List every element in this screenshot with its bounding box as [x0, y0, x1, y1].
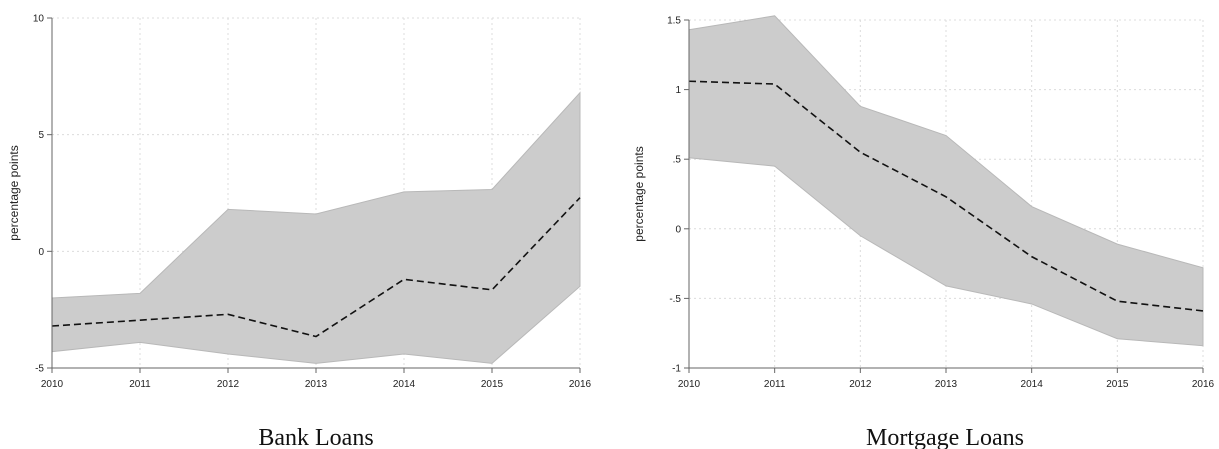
- x-tick-label: 2015: [1106, 379, 1129, 390]
- x-tick-label: 2012: [849, 379, 872, 390]
- x-tick-label: 2016: [1192, 379, 1215, 390]
- confidence-band: [51, 91, 581, 364]
- y-tick-label: 1.5: [667, 16, 681, 27]
- x-tick-label: 2015: [481, 379, 504, 390]
- x-tick-label: 2011: [764, 379, 786, 390]
- y-tick-label: 5: [38, 130, 44, 141]
- chart-panel-2: -1 -.5 0 .5 1 1.5 2010 2011 2012 2013 2014 2015 2016…: [632, 15, 1215, 449]
- x-tick-label: 2011: [129, 379, 151, 390]
- y-tick-label: 0: [675, 224, 681, 235]
- y-tick-label: 0: [38, 247, 44, 258]
- x-tick-label: 2012: [217, 379, 240, 390]
- y-tick-label: .5: [673, 155, 682, 166]
- x-tick-label: 2014: [393, 379, 416, 390]
- estimate-line: [51, 197, 581, 338]
- y-tick-label: -5: [35, 364, 44, 375]
- chart-panel-1: -5 0 5 10 2010 2011 2012 2013 2014 2015 2016 percen…: [7, 14, 592, 449]
- y-tick-label: 10: [33, 14, 45, 25]
- y-axis-title: percentage points: [7, 145, 21, 240]
- confidence-band: [688, 15, 1204, 347]
- x-tick-label: 2014: [1021, 379, 1044, 390]
- x-tick-label: 2010: [41, 379, 64, 390]
- estimate-line: [688, 80, 1204, 312]
- panel-caption: Bank Loans: [258, 425, 373, 449]
- x-tick-label: 2013: [305, 379, 328, 390]
- y-tick-label: -1: [672, 364, 681, 375]
- y-tick-label: 1: [675, 85, 681, 96]
- x-tick-label: 2016: [569, 379, 592, 390]
- x-tick-label: 2010: [678, 379, 701, 390]
- x-tick-label: 2013: [935, 379, 958, 390]
- y-tick-label: -.5: [669, 294, 681, 305]
- panel-caption: Mortgage Loans: [866, 425, 1024, 449]
- y-axis-title: percentage points: [632, 146, 646, 241]
